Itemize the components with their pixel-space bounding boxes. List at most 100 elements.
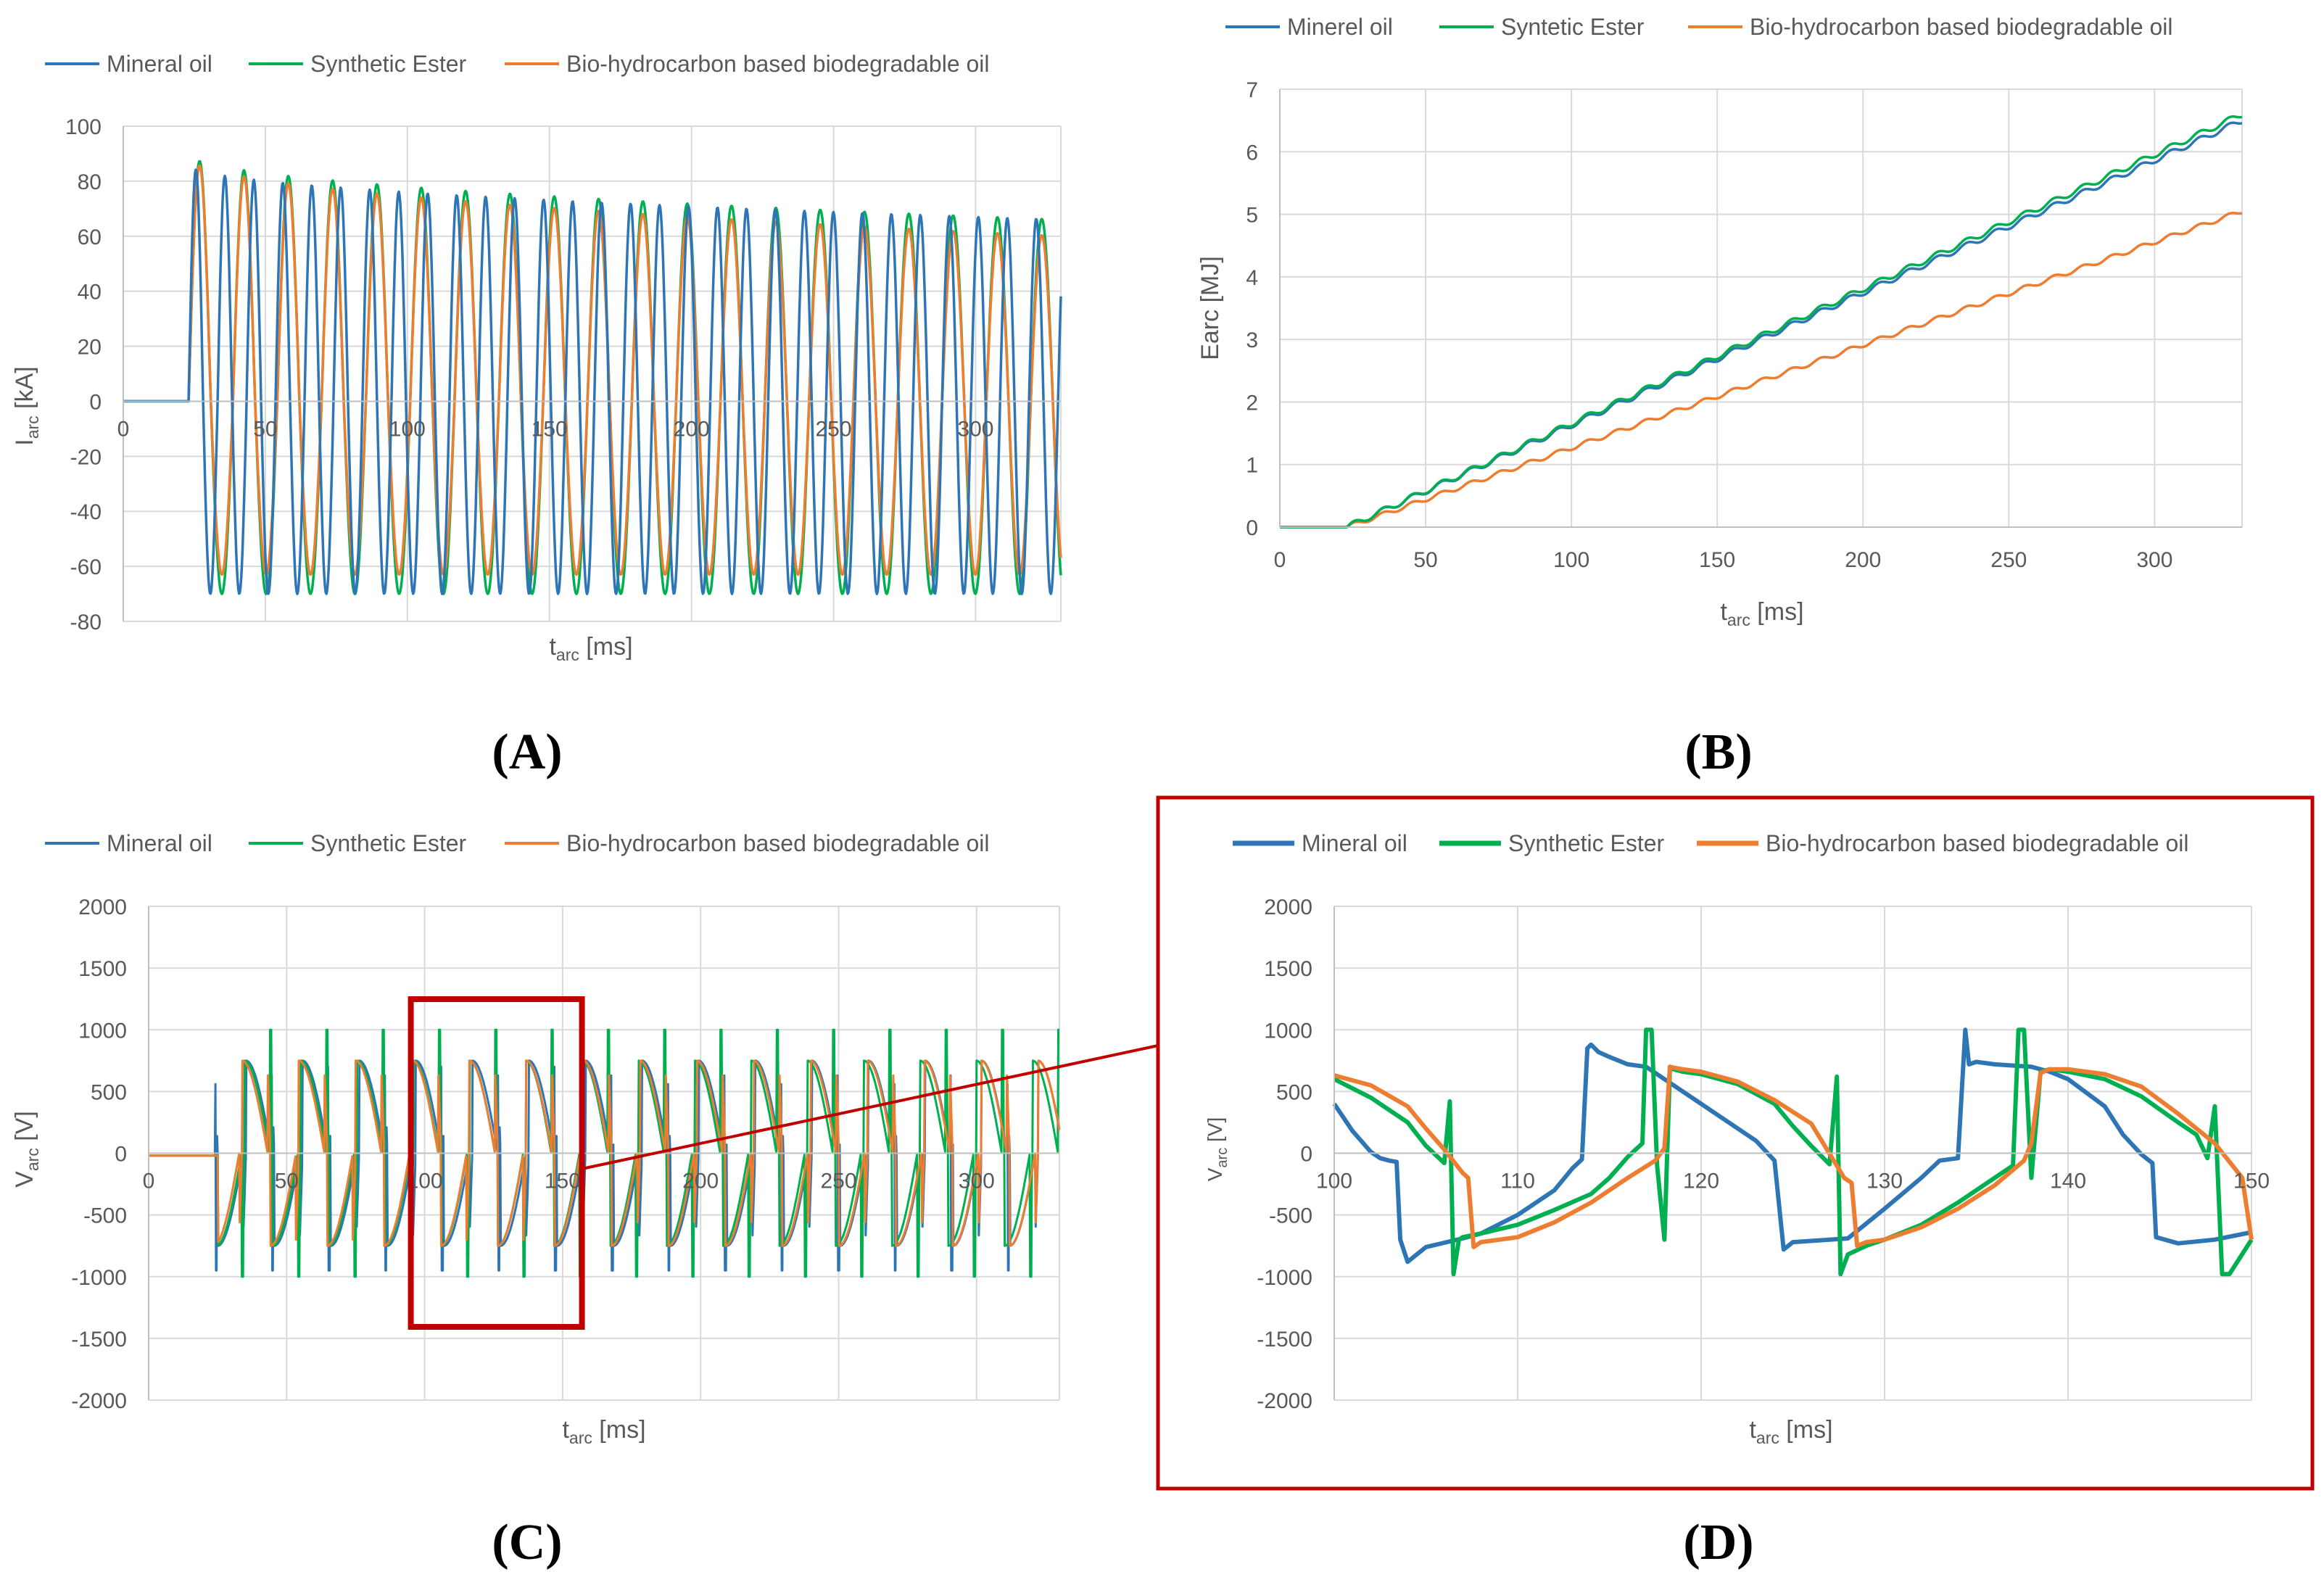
legend-entry: Synthetic Ester — [310, 830, 467, 856]
legend-a: Mineral oil Synthetic Ester Bio-hydrocarbo… — [45, 51, 990, 77]
y-tick-label-c: -2000 — [71, 1389, 127, 1413]
x-tick-label-b: 150 — [1699, 548, 1735, 572]
series-line-synthetic-ester — [1333, 1027, 2254, 1277]
y-tick-label-a: 80 — [78, 170, 102, 194]
y-tick-label-c: -1000 — [71, 1266, 127, 1290]
series-line-bio-oil — [123, 164, 1062, 576]
y-tick-label-d: -1500 — [1257, 1328, 1312, 1352]
x-axis-label-b: tarc [ms] — [1720, 598, 1803, 629]
y-axis-label-a: Iarc [kA] — [11, 366, 42, 445]
y-tick-label-d: 2000 — [1264, 895, 1312, 919]
x-tick-label-a: 50 — [253, 417, 277, 441]
legend-entry: Bio-hydrocarbon based biodegradable oil — [566, 830, 990, 856]
y-tick-label-b: 1 — [1246, 454, 1258, 478]
zoom-connector-line — [582, 1044, 1159, 1170]
x-tick-label-d: 140 — [2050, 1170, 2086, 1193]
legend-entry: Syntetic Ester — [1501, 14, 1645, 40]
y-tick-label-a: 100 — [65, 115, 102, 139]
y-tick-label-c: 500 — [91, 1080, 127, 1104]
legend-c: Mineral oil Synthetic Ester Bio-hydrocarbo… — [45, 830, 990, 856]
x-axis-label-a: tarc [ms] — [549, 633, 632, 664]
x-tick-label-b: 300 — [2136, 548, 2172, 572]
y-tick-label-a: -40 — [70, 500, 102, 524]
y-tick-label-c: 2000 — [78, 895, 127, 919]
x-tick-label-a: 300 — [957, 417, 993, 441]
series-line-bio-oil — [1280, 211, 2243, 529]
series-group-b — [1280, 115, 2243, 529]
series-line-bio-oil — [148, 1059, 1061, 1247]
y-tick-label-c: -1500 — [71, 1328, 127, 1352]
legend-entry: Bio-hydrocarbon based biodegradable oil — [1766, 830, 2189, 856]
panel-label-b: (B) — [1684, 724, 1752, 780]
y-tick-label-c: 1500 — [78, 957, 127, 981]
x-tick-label-d: 100 — [1316, 1170, 1352, 1193]
series-group-a — [123, 160, 1062, 595]
legend-entry: Bio-hydrocarbon based biodegradable oil — [566, 51, 990, 77]
series-group-c — [148, 1028, 1061, 1278]
x-tick-label-a: 100 — [389, 417, 426, 441]
zoom-detail-frame — [1156, 795, 2315, 1491]
legend-entry: Synthetic Ester — [1508, 830, 1665, 856]
zoom-window-box — [408, 996, 585, 1330]
series-line-mineral-oil — [123, 168, 1062, 595]
y-tick-label-b: 3 — [1246, 328, 1258, 352]
y-axis-label-c: Varc [V] — [11, 1111, 42, 1188]
y-tick-label-d: 500 — [1276, 1080, 1312, 1104]
x-tick-label-c: 0 — [143, 1170, 155, 1193]
legend-d: Mineral oil Synthetic Ester Bio-hydrocarbo… — [1233, 830, 2189, 856]
y-tick-label-d: 1500 — [1264, 957, 1312, 981]
y-tick-label-d: -1000 — [1257, 1266, 1312, 1290]
y-tick-label-b: 5 — [1246, 204, 1258, 228]
series-group-d — [1332, 1027, 2254, 1277]
y-tick-label-c: 0 — [115, 1143, 127, 1167]
x-tick-label-d: 120 — [1683, 1170, 1719, 1193]
x-axis-label-d: tarc [ms] — [1749, 1416, 1832, 1447]
x-tick-label-c: 50 — [275, 1170, 299, 1193]
x-tick-label-a: 150 — [532, 417, 568, 441]
y-tick-label-a: 20 — [78, 336, 102, 360]
x-tick-label-c: 150 — [545, 1170, 581, 1193]
series-line-synthetic-ester — [1280, 115, 2243, 529]
y-tick-label-d: 0 — [1300, 1143, 1312, 1167]
x-tick-label-c: 300 — [959, 1170, 995, 1193]
axes-d: 2000 1500 1000 500 0 -500 -1000 -1500 -2000 100 11… — [1257, 895, 2270, 1413]
legend-entry: Mineral oil — [1302, 830, 1407, 856]
legend-b: Minerel oil Syntetic Ester Bio-hydrocarbon… — [1225, 14, 2173, 40]
x-tick-label-b: 0 — [1274, 548, 1286, 572]
x-tick-label-b: 50 — [1413, 548, 1437, 572]
x-tick-label-c: 200 — [682, 1170, 719, 1193]
panel-label-d: (D) — [1683, 1515, 1753, 1570]
series-line-bio-oil — [1333, 1064, 2254, 1249]
x-axis-label-c: tarc [ms] — [562, 1416, 645, 1447]
y-axis-label-b: Earc [MJ] — [1196, 256, 1224, 360]
chart-panel-d: 2000 1500 1000 500 0 -500 -1000 -1500 -2000 100 11… — [1156, 795, 2315, 1570]
legend-entry: Mineral oil — [107, 51, 212, 77]
legend-entry: Mineral oil — [107, 830, 212, 856]
y-tick-label-a: 0 — [89, 390, 102, 414]
x-tick-label-d: 110 — [1500, 1170, 1535, 1193]
y-tick-label-a: 60 — [78, 225, 102, 249]
y-axis-label-d: Varc [V] — [1204, 1117, 1231, 1182]
x-tick-label-b: 200 — [1845, 548, 1881, 572]
y-tick-label-b: 2 — [1246, 391, 1258, 415]
panel-label-a: (A) — [492, 724, 562, 780]
y-tick-label-b: 7 — [1246, 78, 1258, 102]
x-tick-label-d: 130 — [1866, 1170, 1903, 1193]
x-tick-label-a: 250 — [816, 417, 852, 441]
y-tick-label-b: 4 — [1246, 266, 1258, 290]
x-tick-label-c: 250 — [820, 1170, 856, 1193]
y-tick-label-b: 6 — [1246, 141, 1258, 165]
x-tick-label-a: 0 — [117, 417, 130, 441]
y-tick-label-a: -20 — [70, 445, 102, 469]
legend-entry: Synthetic Ester — [310, 51, 467, 77]
y-tick-label-d: -2000 — [1257, 1389, 1312, 1413]
x-tick-label-b: 250 — [1990, 548, 2027, 572]
panel-label-c: (C) — [492, 1515, 562, 1570]
y-tick-label-a: -60 — [70, 555, 102, 579]
